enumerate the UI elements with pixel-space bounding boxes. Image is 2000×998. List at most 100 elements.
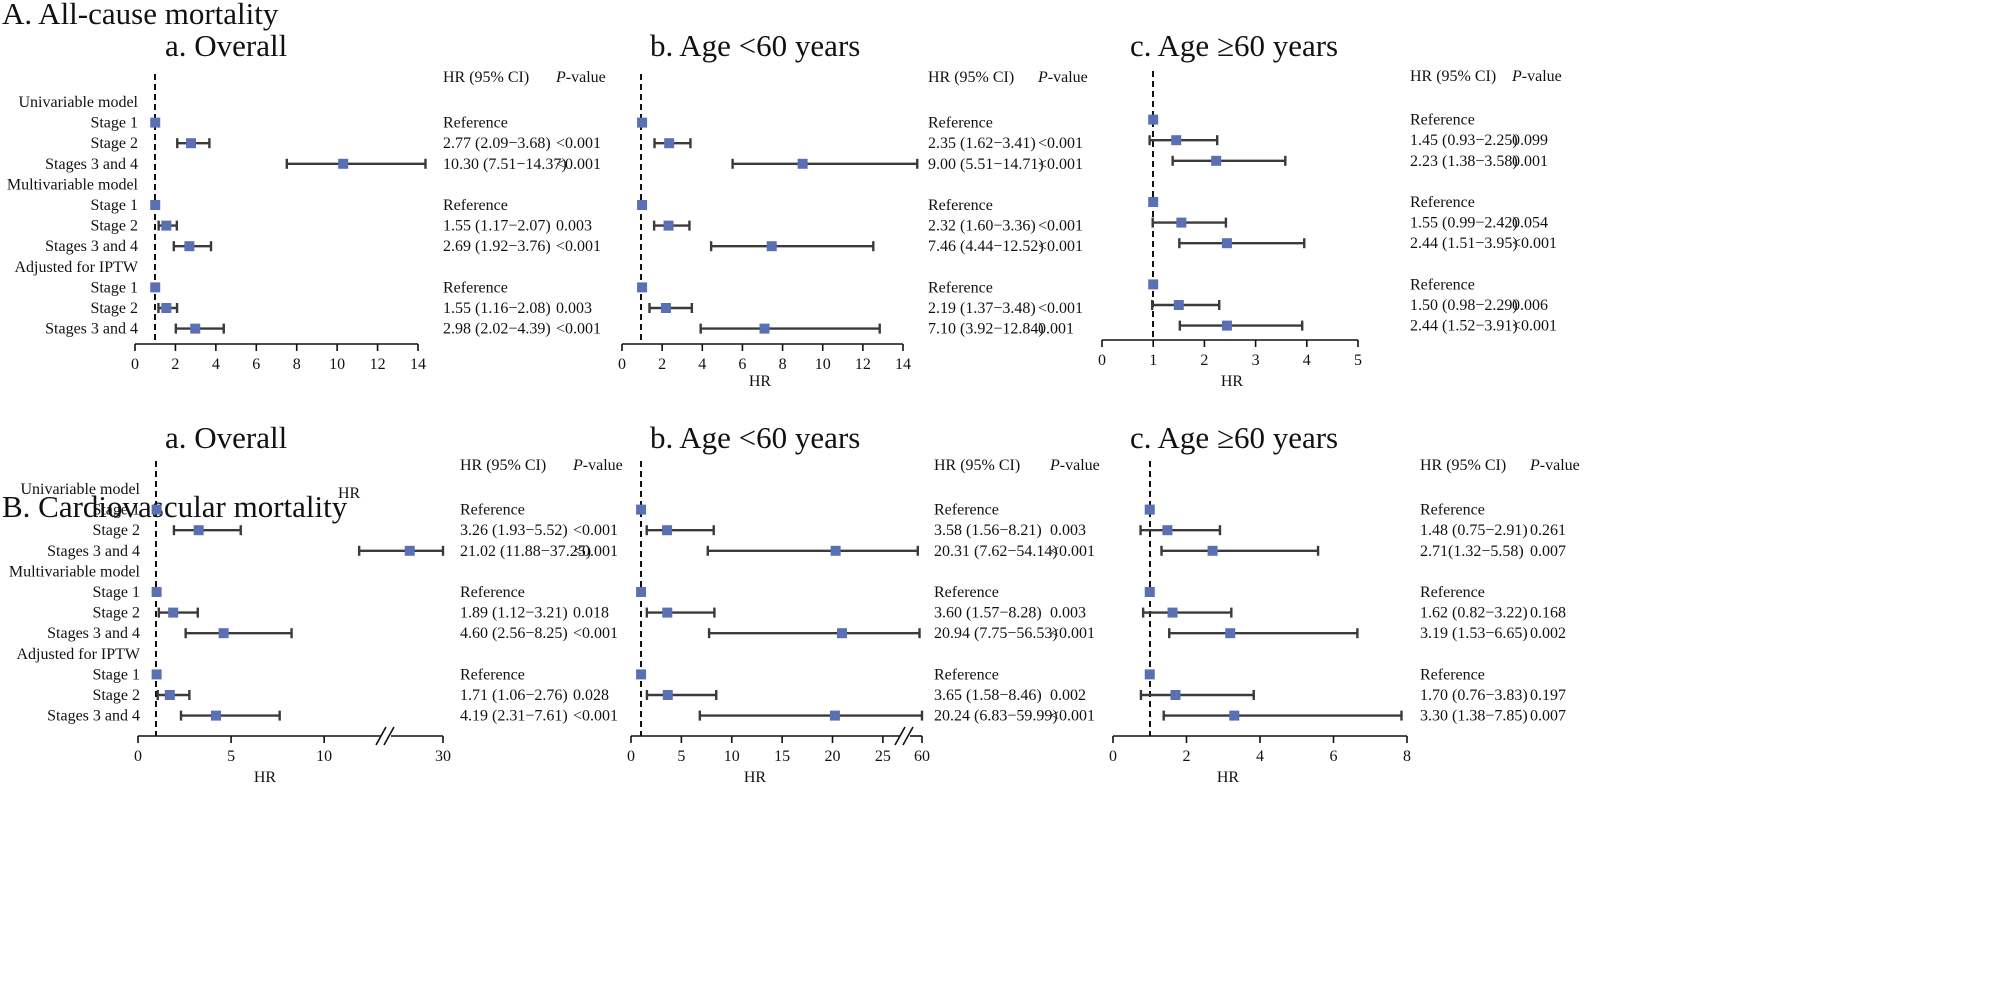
p-value: <0.001 <box>1050 543 1095 560</box>
p-value-column-header: P-value <box>1529 457 1580 474</box>
p-value: <0.001 <box>573 543 618 560</box>
p-value: 0.002 <box>1530 625 1566 642</box>
hr-point-marker <box>193 525 204 536</box>
stage-row-label: Stage 2 <box>92 605 140 622</box>
hr-point-marker <box>1167 607 1178 618</box>
hr-ci-value: 3.30 (1.38−7.85) <box>1420 708 1528 725</box>
forest-panel: b. Age <60 years HR (95% CI) P-value Refere… <box>618 28 1088 390</box>
x-axis-label: HR <box>1217 769 1240 786</box>
stage-row-label: Stages 3 and 4 <box>45 321 138 338</box>
forest-panel: a. Overall HR (95% CI) P-value Univariable … <box>7 28 606 373</box>
hr-point-marker <box>662 607 673 618</box>
hr-point-marker <box>184 241 195 252</box>
hr-ci-value: 1.62 (0.82−3.22) <box>1420 605 1528 622</box>
x-tick-label: 5 <box>1354 352 1362 369</box>
x-tick-label: 8 <box>779 356 787 373</box>
x-tick-label: 5 <box>227 748 235 765</box>
p-value: <0.001 <box>573 625 618 642</box>
x-tick-label: 14 <box>410 356 426 373</box>
hr-point-marker <box>1144 669 1155 680</box>
hr-point-marker <box>210 710 221 721</box>
forest-panel: c. Age ≥60 years HR (95% CI) P-value Refere… <box>1098 28 1562 390</box>
hr-point-marker <box>1148 197 1159 207</box>
axis-break-mark <box>894 726 906 746</box>
stage-row-label: Stage 2 <box>90 300 138 317</box>
hr-point-marker <box>190 323 201 334</box>
hr-point-marker <box>1221 320 1232 331</box>
hr-ci-value: 1.70 (0.76−3.83) <box>1420 687 1528 704</box>
hr-column-header: HR (95% CI) <box>1420 457 1506 474</box>
hr-ci-value: Reference <box>443 115 508 132</box>
hr-point-marker <box>836 628 847 639</box>
hr-ci-value: Reference <box>1410 194 1475 211</box>
x-tick-label: 30 <box>435 748 451 765</box>
hr-ci-value: 1.48 (0.75−2.91) <box>1420 522 1528 539</box>
p-value: 0.003 <box>1050 522 1086 539</box>
hr-point-marker <box>636 587 647 597</box>
hr-point-marker <box>1176 217 1187 228</box>
hr-point-marker <box>164 690 175 700</box>
p-value: 0.168 <box>1530 605 1566 622</box>
panel-title: c. Age ≥60 years <box>1130 28 1338 63</box>
hr-point-marker <box>161 220 172 231</box>
hr-ci-value: 1.55 (0.99−2.42) <box>1410 215 1518 232</box>
hr-ci-value: 20.24 (6.83−59.99) <box>934 708 1058 725</box>
hr-ci-value: 21.02 (11.88−37.25) <box>460 543 591 560</box>
p-value: 0.007 <box>1530 708 1566 725</box>
x-tick-label: 15 <box>774 748 790 765</box>
stage-row-label: Stages 3 and 4 <box>47 543 140 560</box>
hr-ci-value: 2.44 (1.51−3.95) <box>1410 235 1518 252</box>
hr-ci-value: 2.19 (1.37−3.48) <box>928 300 1036 317</box>
p-value-column-header: P-value <box>555 69 606 86</box>
x-tick-label: 12 <box>855 356 871 373</box>
x-axis-label: HR <box>744 769 767 786</box>
p-value: 0.002 <box>1050 687 1086 704</box>
model-group-label: Multivariable model <box>7 176 139 193</box>
panel-title: a. Overall <box>165 28 287 63</box>
stage-row-label: Stages 3 and 4 <box>47 625 140 642</box>
p-value: <0.001 <box>556 156 601 173</box>
model-group-label: Univariable model <box>18 94 138 111</box>
forest-panel: b. Age <60 years HR (95% CI) P-value Refere… <box>627 420 1100 786</box>
hr-point-marker <box>636 504 647 515</box>
forest-panel: c. Age ≥60 years HR (95% CI) P-value Refere… <box>1109 420 1580 786</box>
hr-ci-value: 20.31 (7.62−54.14) <box>934 543 1058 560</box>
x-tick-label: 4 <box>1303 352 1311 369</box>
x-tick-label: 20 <box>825 748 841 765</box>
p-value: <0.001 <box>1038 156 1083 173</box>
x-tick-label: 10 <box>724 748 740 765</box>
hr-ci-value: 1.71 (1.06−2.76) <box>460 687 568 704</box>
hr-point-marker <box>404 545 415 556</box>
panel-title: b. Age <60 years <box>650 28 860 63</box>
hr-point-marker <box>1162 525 1173 536</box>
hr-point-marker <box>1221 238 1232 249</box>
hr-point-marker <box>1229 710 1240 721</box>
p-value: 0.197 <box>1530 687 1566 704</box>
x-tick-label: 6 <box>738 356 746 373</box>
hr-point-marker <box>338 158 349 169</box>
hr-column-header: HR (95% CI) <box>1410 68 1496 85</box>
hr-ci-value: 7.46 (4.44−12.52) <box>928 238 1044 255</box>
hr-ci-value: 4.19 (2.31−7.61) <box>460 708 568 725</box>
x-tick-label: 8 <box>293 356 301 373</box>
p-value-column-header: P-value <box>1049 457 1100 474</box>
p-value: 0.261 <box>1530 522 1566 539</box>
section-b-superscript: HR <box>338 485 361 502</box>
x-tick-label: 2 <box>1200 352 1208 369</box>
stage-row-label: Stage 1 <box>92 584 140 601</box>
hr-point-marker <box>663 220 674 231</box>
hr-point-marker <box>1144 504 1155 515</box>
p-value: <0.001 <box>1038 218 1083 235</box>
hr-point-marker <box>637 282 648 293</box>
p-value-column-header: P-value <box>572 457 623 474</box>
hr-ci-value: 3.65 (1.58−8.46) <box>934 687 1042 704</box>
p-value: <0.001 <box>573 708 618 725</box>
hr-ci-value: 2.98 (2.02−4.39) <box>443 321 551 338</box>
hr-column-header: HR (95% CI) <box>443 69 529 86</box>
hr-ci-value: 2.32 (1.60−3.36) <box>928 218 1036 235</box>
x-tick-label: 10 <box>329 356 345 373</box>
hr-point-marker <box>151 504 162 515</box>
x-axis-label: HR <box>254 769 277 786</box>
p-value: 0.003 <box>1050 605 1086 622</box>
hr-point-marker <box>150 200 161 210</box>
